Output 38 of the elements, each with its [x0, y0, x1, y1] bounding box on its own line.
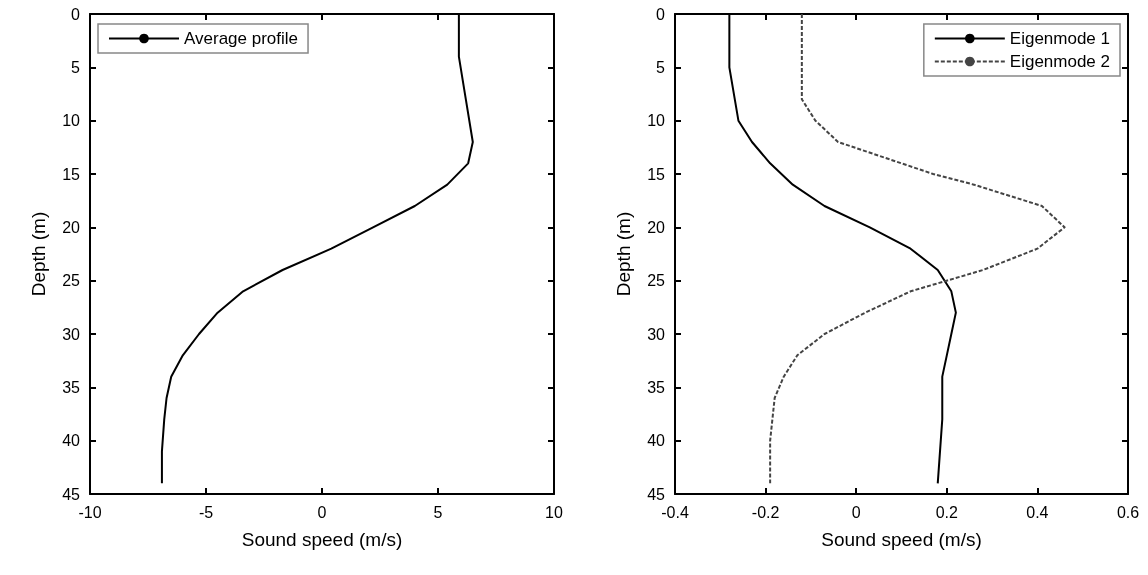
x-axis-title: Sound speed (m/s)	[241, 529, 403, 550]
legend-label: Average profile	[184, 29, 299, 48]
y-tick-label: 30	[647, 325, 666, 343]
y-axis-title: Depth (m)	[28, 211, 49, 297]
x-tick-label: -0.4	[661, 503, 689, 521]
y-tick-label: 40	[62, 432, 81, 450]
y-tick-label: 45	[62, 485, 81, 503]
y-tick-label: 20	[62, 218, 81, 236]
y-tick-label: 0	[656, 5, 666, 23]
y-tick-label: 15	[62, 165, 81, 183]
y-tick-label: 45	[647, 485, 666, 503]
legend-label: Eigenmode 1	[1009, 29, 1111, 48]
y-tick-label: 35	[647, 378, 666, 396]
x-tick-label: 0	[851, 503, 861, 521]
y-tick-label: 25	[62, 272, 81, 290]
y-tick-label: 20	[647, 218, 666, 236]
y-tick-label: 5	[656, 58, 666, 76]
x-tick-label: 0.6	[1116, 503, 1140, 521]
y-tick-label: 30	[62, 325, 81, 343]
y-tick-label: 0	[71, 5, 81, 23]
y-tick-label: 25	[647, 272, 666, 290]
y-axis-title: Depth (m)	[613, 211, 634, 297]
x-tick-label: -5	[198, 503, 214, 521]
y-tick-label: 35	[62, 378, 81, 396]
legend-label: Eigenmode 2	[1009, 52, 1111, 71]
y-tick-label: 40	[647, 432, 666, 450]
y-tick-label: 10	[62, 112, 81, 130]
y-tick-label: 15	[647, 165, 666, 183]
x-tick-label: 5	[433, 503, 443, 521]
x-axis-title: Sound speed (m/s)	[821, 529, 982, 550]
x-tick-label: -0.2	[751, 503, 780, 521]
x-tick-label: -10	[78, 503, 102, 521]
y-tick-label: 10	[647, 112, 666, 130]
x-tick-label: 0.4	[1026, 503, 1049, 521]
x-tick-label: 0	[317, 503, 327, 521]
y-tick-label: 5	[71, 58, 81, 76]
x-tick-label: 10	[545, 503, 563, 521]
x-tick-label: 0.2	[935, 503, 959, 521]
